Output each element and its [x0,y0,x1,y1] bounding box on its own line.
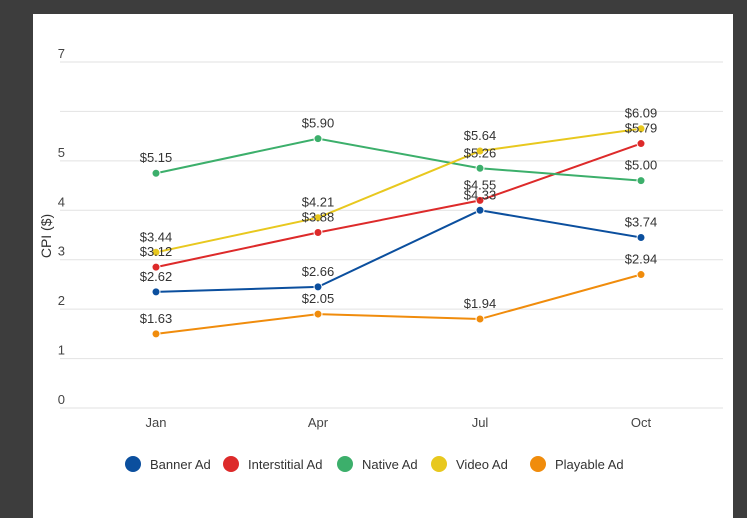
y-tick-label: 1 [58,343,65,358]
legend-swatch [125,456,141,472]
data-labels: $2.62 $2.66 $4.33 $3.74 $3.12 $3.88 $4.55 $5.79… [140,106,658,326]
data-point[interactable] [151,168,161,178]
data-label: $3.74 [625,214,658,229]
legend-item[interactable]: Video Ad [456,457,508,472]
data-point[interactable] [475,205,485,215]
series-line [155,137,642,182]
legend-item[interactable]: Playable Ad [555,457,624,472]
x-tick-label: Jan [146,415,167,430]
data-point[interactable] [151,287,161,297]
data-point[interactable] [636,232,646,242]
legend-swatch [431,456,447,472]
y-tick-label: 3 [58,244,65,259]
data-point[interactable] [636,176,646,186]
data-label: $5.90 [302,116,335,131]
data-label: $4.55 [464,177,497,192]
legend-swatch [223,456,239,472]
data-label: $1.63 [140,311,173,326]
legend-item[interactable]: Banner Ad [150,457,211,472]
x-tick-label: Oct [631,415,652,430]
data-label: $2.66 [302,264,335,279]
data-label: $2.94 [625,252,658,267]
series-line [155,142,642,269]
data-label: $5.00 [625,158,658,173]
legend: Banner Ad Interstitial Ad Native Ad Video A… [125,456,624,472]
data-label: $2.62 [140,269,173,284]
legend-item[interactable]: Native Ad [362,457,418,472]
data-label: $3.44 [140,229,173,244]
data-point[interactable] [475,195,485,205]
data-label: $5.79 [625,121,658,136]
data-point[interactable] [313,134,323,144]
data-label: $4.21 [302,195,335,210]
data-label: $5.15 [140,150,173,165]
data-point[interactable] [151,247,161,257]
data-point[interactable] [475,163,485,173]
data-label: $2.05 [302,291,335,306]
y-tick-label: 7 [58,46,65,61]
data-point[interactable] [636,124,646,134]
y-axis-label: CPI ($) [38,214,54,258]
series-lines [151,124,646,339]
series-line [155,209,642,293]
data-point[interactable] [636,139,646,149]
data-label: $4.33 [464,187,497,202]
legend-swatch [337,456,353,472]
y-tick-label: 2 [58,293,65,308]
data-point[interactable] [151,262,161,272]
y-tick-label: 4 [58,194,65,209]
data-point[interactable] [313,282,323,292]
data-point[interactable] [313,213,323,223]
data-label: $6.09 [625,106,658,121]
legend-swatch [530,456,546,472]
data-label: $3.88 [302,210,335,225]
series-line [155,273,642,335]
data-point[interactable] [151,329,161,339]
y-tick-label: 5 [58,145,65,160]
data-point[interactable] [475,314,485,324]
data-point[interactable] [475,146,485,156]
x-axis-ticks: Jan Apr Jul Oct [146,415,652,430]
data-point[interactable] [313,228,323,238]
data-point[interactable] [636,270,646,280]
data-label: $3.12 [140,244,173,259]
data-label: $5.64 [464,128,497,143]
data-label: $5.26 [464,145,497,160]
series-line [155,127,642,254]
x-tick-label: Jul [472,415,489,430]
y-tick-label: 0 [58,392,65,407]
data-point[interactable] [313,309,323,319]
y-axis-ticks: 0 1 2 3 4 5 7 [58,46,65,407]
legend-item[interactable]: Interstitial Ad [248,457,322,472]
x-tick-label: Apr [308,415,329,430]
gridlines [60,61,723,409]
data-label: $1.94 [464,296,497,311]
